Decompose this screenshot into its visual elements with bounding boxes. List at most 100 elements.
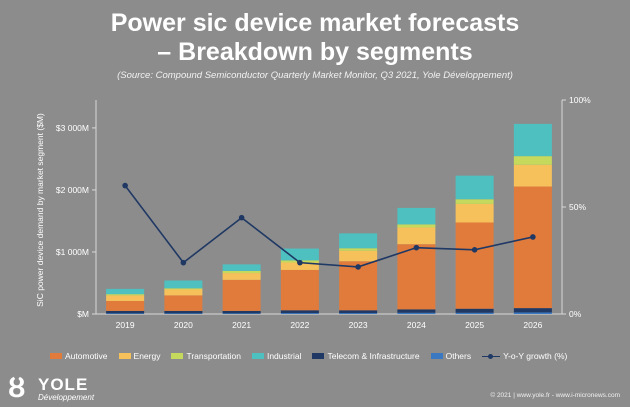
bar-telecom-infrastructure-2019 [106,310,145,314]
bar-telecom-infrastructure-2026 [513,308,552,313]
footer-copyright: © 2021 | www.yole.fr - www.i-micronews.c… [490,392,620,399]
legend-line-marker [482,352,501,360]
bar-others-2025 [455,312,494,314]
x-tick-label: 2025 [465,320,484,330]
yoy-growth-point-2023 [355,264,361,270]
yoy-growth-point-2019 [122,182,128,189]
bar-transportation-2025 [455,199,494,204]
bar-industrial-2025 [455,175,494,200]
bar-transportation-2019 [106,294,145,296]
bar-transportation-2026 [513,156,552,165]
bar-automotive-2019 [106,300,145,311]
legend-item-yoy-growth: Y-o-Y growth (%) [482,351,567,361]
bar-others-2020 [164,313,203,314]
legend-swatch-industrial [251,353,264,359]
bar-automotive-2022 [280,269,319,311]
bar-others-2021 [222,313,261,314]
legend-label-others: Others [445,351,472,361]
y2-tick-label: 100% [569,95,591,105]
bar-energy-2025 [455,203,494,223]
yoy-growth-point-2026 [530,234,536,240]
bar-energy-2024 [397,227,436,245]
legend-swatch-telecom [312,353,325,359]
x-tick-label: 2021 [232,320,251,330]
yoy-growth-point-2020 [180,259,187,266]
legend-label-transportation: Transportation [186,351,241,361]
yoy-growth-point-2024 [413,244,420,251]
y2-tick-label: 0% [569,309,582,319]
bar-energy-2022 [280,262,319,270]
bar-industrial-2024 [397,207,436,225]
yoy-growth-point-2025 [471,247,478,253]
x-tick-label: 2026 [523,320,542,330]
bar-energy-2023 [339,250,378,262]
x-tick-label: 2024 [407,320,426,330]
legend-label-telecom: Telecom & Infrastructure [327,351,420,361]
bar-automotive-2021 [222,279,261,311]
bar-telecom-infrastructure-2022 [280,310,319,314]
bar-industrial-2022 [280,248,319,261]
slide-title-line2: – Breakdown by segments [157,38,473,66]
bar-transportation-2023 [339,248,378,251]
y2-tick-label: 50% [569,202,586,212]
legend-item-transportation: Transportation [171,351,241,361]
x-tick-label: 2020 [174,320,193,330]
bar-others-2024 [397,312,436,314]
y-tick-label: $1 000M [56,247,89,257]
yoy-growth-line [124,185,534,268]
bar-industrial-2021 [222,264,261,271]
bar-telecom-infrastructure-2024 [397,309,436,313]
bar-automotive-2020 [164,295,203,311]
yoy-growth-point-2021 [238,214,245,221]
legend-swatch-others [430,353,443,359]
bar-telecom-infrastructure-2021 [222,310,261,314]
bar-others-2022 [280,313,319,314]
legend-item-telecom: Telecom & Infrastructure [312,351,420,361]
x-tick-label: 2022 [290,320,309,330]
yole-logo: ȣ YOLE Développement [8,372,128,404]
bar-industrial-2019 [106,288,145,295]
bar-energy-2021 [222,273,261,280]
legend-item-others: Others [430,351,472,361]
y-tick-label: $3 000M [56,123,89,133]
legend-item-industrial: Industrial [251,351,302,361]
bar-others-2023 [339,313,378,314]
yoy-growth-point-2022 [297,259,303,266]
legend-swatch-transportation [171,353,184,359]
bar-industrial-2023 [339,233,378,249]
legend-label-automotive: Automotive [65,351,108,361]
legend-item-automotive: Automotive [50,351,108,361]
logo-mark-icon: ȣ [8,372,26,403]
bar-transportation-2020 [164,288,203,290]
y-tick-label: $2 000M [56,185,89,195]
chart-legend: Automotive Energy Transportation Industr… [50,351,567,361]
bar-others-2026 [513,312,552,314]
logo-subtitle: Développement [38,393,95,402]
y-tick-label: $M [77,309,89,319]
logo-name: YOLE [38,375,89,394]
x-tick-label: 2023 [349,320,368,330]
bar-telecom-infrastructure-2023 [339,310,378,314]
bar-telecom-infrastructure-2020 [164,310,203,314]
x-tick-label: 2019 [116,320,135,330]
bar-automotive-2025 [455,222,494,309]
bar-transportation-2021 [222,270,261,274]
bar-energy-2026 [513,164,552,187]
legend-label-energy: Energy [133,351,161,361]
legend-label-industrial: Industrial [266,351,302,361]
legend-swatch-automotive [50,353,62,359]
slide-title-line1: Power sic device market forecasts [110,9,520,37]
bar-industrial-2026 [513,123,552,157]
legend-swatch-energy [118,353,131,359]
legend-label-yoy-growth: Y-o-Y growth (%) [503,351,568,361]
bar-others-2019 [106,313,145,314]
bar-automotive-2026 [513,186,552,309]
bar-automotive-2024 [397,244,436,310]
legend-item-energy: Energy [118,351,161,361]
source-note: (Source: Compound Semiconductor Quarterl… [117,70,513,81]
bar-industrial-2020 [164,280,203,289]
bar-telecom-infrastructure-2025 [455,308,494,313]
bar-energy-2020 [164,289,203,296]
